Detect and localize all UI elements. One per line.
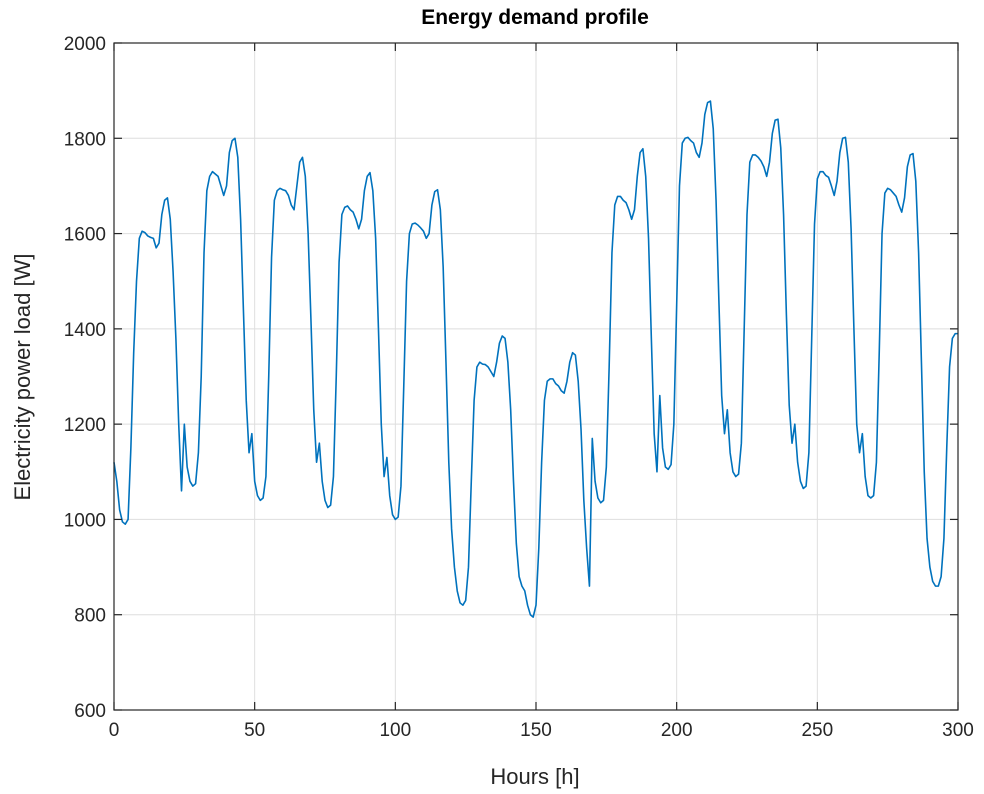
x-tick-label: 200 bbox=[661, 720, 693, 741]
y-tick-label: 1800 bbox=[64, 129, 106, 150]
x-tick-label: 0 bbox=[109, 720, 120, 741]
x-axis-label: Hours [h] bbox=[490, 764, 579, 789]
series-layer bbox=[113, 100, 958, 618]
x-tick-label: 250 bbox=[801, 720, 833, 741]
y-tick-label: 1600 bbox=[64, 225, 106, 246]
grid bbox=[113, 42, 959, 711]
y-tick-label: 800 bbox=[74, 606, 106, 627]
chart-title: Energy demand profile bbox=[421, 6, 649, 29]
y-tick-label: 1200 bbox=[64, 415, 106, 436]
x-tick-label: 300 bbox=[942, 720, 974, 741]
y-tick-label: 1000 bbox=[64, 510, 106, 531]
y-tick-label: 600 bbox=[74, 701, 106, 722]
x-tick-label: 50 bbox=[244, 720, 265, 741]
series-line-1 bbox=[113, 100, 958, 618]
x-tick-label: 150 bbox=[520, 720, 552, 741]
y-tick-label: 2000 bbox=[64, 34, 106, 55]
y-axis-label: Electricity power load [W] bbox=[10, 254, 35, 501]
x-tick-label: 100 bbox=[379, 720, 411, 741]
y-tick-label: 1400 bbox=[64, 320, 106, 341]
axis-ticks: 0 50 100 150 200 250 300 600 800 1000 1200 1400 1600… bbox=[64, 34, 974, 741]
